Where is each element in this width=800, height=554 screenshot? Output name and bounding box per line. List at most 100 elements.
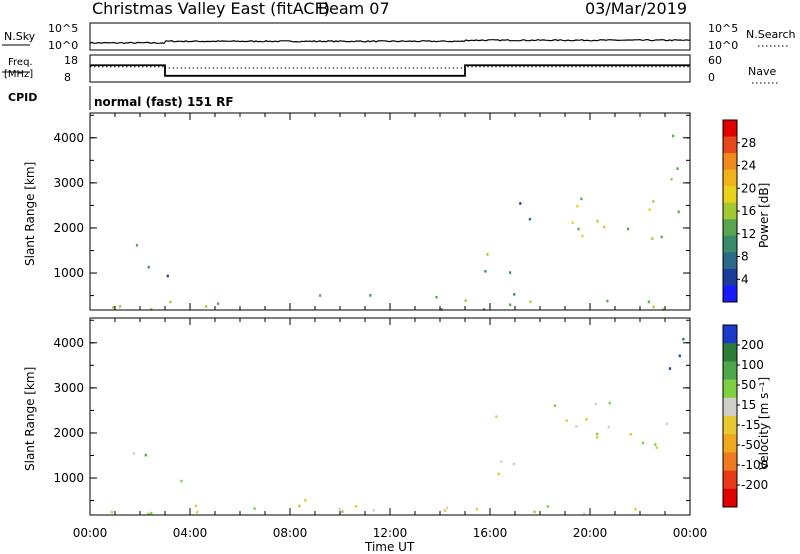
power-cell (482, 308, 485, 311)
velocity-colorbar-tick-label: -50 (741, 438, 761, 452)
noise-panel-frame (89, 22, 691, 51)
velocity-colorbar-tick-label: 200 (741, 338, 764, 352)
noise-ytick-left-top: 10^5 (48, 22, 78, 35)
power-cell (648, 208, 651, 211)
time-tick-label: 00:00 (73, 526, 108, 540)
cpid-label: CPID (8, 91, 37, 104)
velocity-cell (132, 452, 135, 455)
velocity-cell (144, 453, 147, 457)
nave-ytick-bottom: 0 (708, 71, 715, 84)
power-ytick-label: 3000 (53, 176, 84, 190)
velocity-colorbar-segment (723, 343, 737, 362)
time-axis-label: Time UT (364, 540, 415, 554)
nave-line (90, 66, 690, 69)
velocity-cell (341, 510, 344, 513)
power-cell (513, 293, 516, 296)
velocity-colorbar-tick-label: 50 (741, 378, 756, 392)
velocity-cell (338, 508, 341, 511)
velocity-cell (655, 446, 658, 449)
velocity-cell (641, 441, 644, 445)
power-colorbar-segment (723, 235, 737, 253)
power-ytick-label: 2000 (53, 221, 84, 235)
power-cell (627, 227, 630, 231)
time-tick-label: 00:00 (673, 526, 708, 540)
power-cell (205, 305, 208, 308)
velocity-colorbar-tick-label: 100 (741, 358, 764, 372)
velocity-colorbar-segment (723, 325, 737, 344)
power-ytick-label: 1000 (53, 266, 84, 280)
power-colorbar-segment (723, 136, 737, 154)
power-cell (217, 302, 220, 305)
power-cell (464, 299, 467, 302)
velocity-colorbar: 200 100 50 15 -15 -50 -100 -200 (722, 324, 768, 508)
velocity-cell (304, 499, 307, 502)
velocity-colorbar-segment (723, 470, 737, 490)
time-tick-label: 12:00 (373, 526, 408, 540)
freq-panel-frame (89, 54, 691, 83)
velocity-scatter (110, 337, 685, 516)
power-cell (166, 274, 169, 278)
velocity-cell (495, 415, 498, 418)
velocity-cell (355, 504, 358, 508)
beam-label: Beam 07 (318, 0, 390, 18)
velocity-cell (565, 419, 568, 422)
nave-ytick-top: 60 (708, 54, 722, 67)
freq-ytick-top: 18 (64, 54, 78, 67)
power-colorbar: 4 8 12 16 20 24 28 (722, 119, 756, 303)
velocity-cell (512, 462, 515, 466)
power-panel-frame (89, 112, 691, 311)
velocity-ylabel: Slant Range [km] (23, 367, 37, 471)
velocity-colorbar-tick-label: -200 (741, 478, 768, 492)
velocity-cell (253, 507, 256, 510)
power-colorbar-segment (723, 186, 737, 204)
freq-series (90, 64, 690, 77)
velocity-ytick-label: 4000 (53, 336, 84, 350)
velocity-cell (553, 404, 556, 407)
power-axes: 1000 2000 3000 4000 (53, 113, 691, 310)
power-cell (135, 244, 139, 247)
power-cell (580, 197, 583, 201)
power-colorbar-segment (723, 120, 737, 137)
power-cell (660, 235, 663, 239)
power-cell (369, 294, 372, 297)
power-colorbar-segment (723, 252, 737, 270)
power-colorbar-tick-label: 4 (741, 272, 749, 286)
power-cell (606, 299, 609, 303)
velocity-cell (110, 510, 113, 514)
velocity-colorbar-tick-label: -15 (741, 418, 761, 432)
nsearch-label: N.Search (746, 28, 796, 41)
velocity-cell (629, 432, 632, 436)
velocity-cell (180, 479, 183, 483)
power-colorbar-segment (723, 285, 737, 303)
velocity-cell (585, 418, 588, 421)
velocity-cell (533, 510, 536, 514)
power-cell (672, 134, 675, 138)
power-cell (576, 204, 579, 208)
power-colorbar-segment (723, 202, 737, 220)
power-colorbar-tick-label: 28 (741, 136, 756, 150)
velocity-colorbar-segment (723, 361, 737, 381)
velocity-axes: 1000 2000 3000 4000 (53, 318, 691, 515)
velocity-colorbar-label: Velocity [m s⁻¹] (757, 377, 771, 470)
power-cell (112, 306, 115, 309)
freq-ytick-bottom: 8 (64, 71, 71, 84)
power-cell (484, 270, 487, 273)
power-cell (150, 308, 153, 311)
frequency-line (90, 64, 690, 77)
velocity-cell (445, 506, 448, 510)
power-colorbar-tick-label: 8 (741, 250, 749, 264)
power-cell (677, 210, 680, 214)
power-cell (652, 200, 655, 203)
nsky-label: N.Sky (4, 30, 36, 43)
power-colorbar-segment (723, 153, 737, 171)
power-cell (603, 225, 606, 229)
velocity-panel-frame (89, 317, 691, 516)
velocity-cell (607, 425, 610, 429)
power-cell (319, 294, 322, 297)
velocity-cell (596, 436, 599, 439)
power-cell (509, 303, 512, 307)
power-colorbar-tick-label: 16 (741, 204, 756, 218)
power-cell (528, 217, 531, 221)
velocity-cell (668, 367, 672, 370)
time-axis: 00:00 04:00 08:00 12:00 16:00 20:00 00:00 (73, 526, 708, 540)
